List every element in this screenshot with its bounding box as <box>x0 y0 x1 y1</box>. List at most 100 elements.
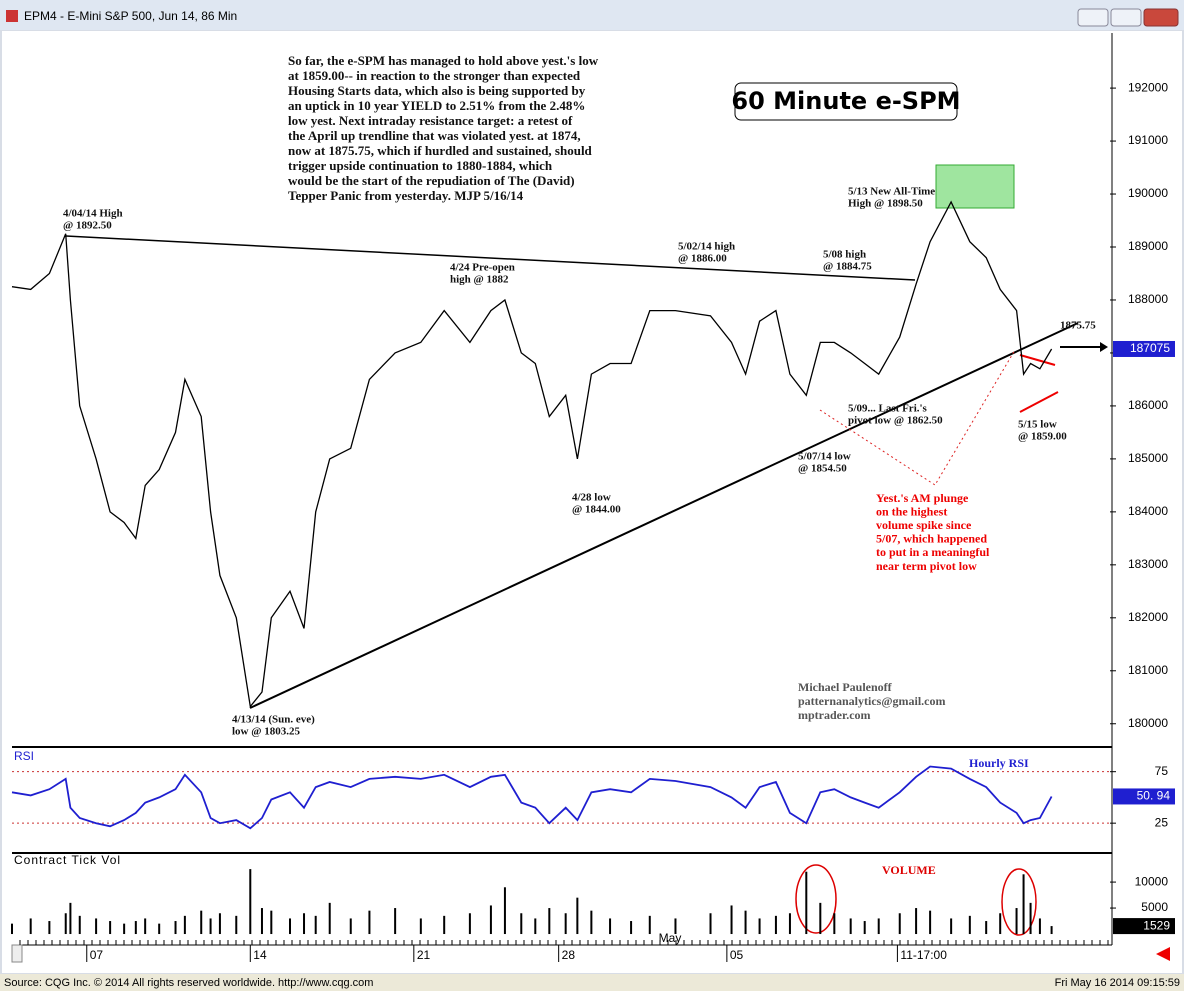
volume-circle <box>795 864 837 934</box>
y-tick-label: 191000 <box>1128 133 1168 147</box>
minimize-button[interactable] <box>1077 8 1109 27</box>
y-tick-label: 181000 <box>1128 663 1168 677</box>
annotation: to put in a meaningful <box>876 545 990 559</box>
x-tick-label: 07 <box>90 948 104 962</box>
volume-bar <box>174 921 177 935</box>
volume-bar <box>200 910 203 935</box>
volume-bar <box>564 913 567 935</box>
volume-bar <box>774 915 777 935</box>
volume-bar <box>349 918 352 935</box>
annotation: @ 1892.50 <box>63 220 112 232</box>
title-box <box>734 82 958 121</box>
wedge-line <box>1019 391 1059 413</box>
y-tick-label: 189000 <box>1128 239 1168 253</box>
volume-bar <box>630 921 633 935</box>
annotation: 5/15 low <box>1018 419 1057 431</box>
annotation: near term pivot low <box>876 559 977 573</box>
volume-bar <box>314 915 317 935</box>
volume-bar <box>674 918 677 935</box>
volume-bar <box>648 915 651 935</box>
status-time: Fri May 16 2014 09:15:59 <box>1055 977 1180 989</box>
volume-bar <box>48 921 51 935</box>
close-button[interactable] <box>1143 8 1179 27</box>
annotation: low yest. Next intraday resistance targe… <box>288 113 573 128</box>
scroll-thumb[interactable] <box>11 944 23 963</box>
volume-bar <box>758 918 761 935</box>
volume-bar <box>849 918 852 935</box>
trendline <box>65 235 916 281</box>
maximize-button[interactable] <box>1110 8 1142 27</box>
volume-bar <box>744 910 747 935</box>
volume-bar <box>394 908 397 935</box>
annotation: 4/28 low <box>572 492 611 504</box>
annotation: patternanalytics@gmail.com <box>798 694 945 708</box>
volume-bar <box>968 915 971 935</box>
volume-bar <box>576 897 579 935</box>
x-tick-label: 05 <box>730 948 744 962</box>
volume-bar <box>218 913 221 935</box>
last-value-box <box>1113 788 1175 805</box>
last-value-label: 1529 <box>1143 918 1170 932</box>
y-tick-label: 186000 <box>1128 398 1168 412</box>
y-tick-label: 25 <box>1155 815 1169 829</box>
annotation: trigger upside continuation to 1880-1884… <box>288 158 553 173</box>
volume-bar <box>609 918 612 935</box>
wedge-line <box>1019 354 1056 366</box>
annotation: pivot low @ 1862.50 <box>848 415 943 427</box>
volume-bar <box>1038 918 1041 935</box>
annotation: high @ 1882 <box>450 274 509 286</box>
volume-bar <box>863 921 866 935</box>
volume-bar <box>709 913 712 935</box>
window-title: EPM4 - E-Mini S&P 500, Jun 14, 86 Min <box>24 9 237 23</box>
volume-bar <box>249 869 252 935</box>
last-value-box <box>1113 340 1175 357</box>
volume-bar <box>1050 926 1053 935</box>
volume-bar <box>1015 908 1018 935</box>
panel-title: RSI <box>14 749 34 763</box>
annotation: 4/04/14 High <box>63 208 123 220</box>
annotation: So far, the e-SPM has managed to hold ab… <box>288 53 599 68</box>
annotation: 5/09... Last Fri.'s <box>848 403 928 415</box>
x-tick-label: 21 <box>417 948 431 962</box>
annotation: 5/02/14 high <box>678 241 735 253</box>
volume-bar <box>443 915 446 935</box>
volume-bar <box>590 910 593 935</box>
volume-bar <box>109 921 112 935</box>
volume-bar <box>730 905 733 935</box>
last-value-label: 50. 94 <box>1137 789 1171 803</box>
volume-bar <box>123 923 126 935</box>
annotation: Yest.'s AM plunge <box>876 491 969 505</box>
volume-bar <box>289 918 292 935</box>
annotation: 4/13/14 (Sun. eve) <box>232 714 315 726</box>
volume-bar <box>468 913 471 935</box>
volume-bar <box>999 913 1002 935</box>
volume-bar <box>1029 902 1032 935</box>
volume-circle <box>1001 868 1037 936</box>
annotation: would be the start of the repudiation of… <box>288 173 575 188</box>
volume-bar <box>929 910 932 935</box>
annotation: 4/24 Pre-open <box>450 262 515 274</box>
annotation: 5/08 high <box>823 249 866 261</box>
volume-bar <box>260 908 263 935</box>
pivot-path <box>819 349 1016 486</box>
y-tick-label: 183000 <box>1128 557 1168 571</box>
annotation: 60 Minute e-SPM <box>731 87 960 115</box>
volume-bar <box>548 908 551 935</box>
annotation: now at 1875.75, which if hurdled and sus… <box>288 143 593 158</box>
month-label: May <box>659 931 682 945</box>
volume-bar <box>915 908 918 935</box>
y-tick-label: 184000 <box>1128 504 1168 518</box>
last-value-label: 187075 <box>1130 341 1170 355</box>
trendline <box>249 322 1079 709</box>
scroll-arrow[interactable] <box>1156 947 1170 961</box>
volume-bar <box>503 887 506 935</box>
volume-bar <box>158 923 161 935</box>
y-tick-label: 192000 <box>1128 80 1168 94</box>
rsi-line <box>11 765 1053 830</box>
volume-bar <box>877 918 880 935</box>
price-line <box>11 200 1053 709</box>
x-tick-label: 14 <box>253 948 267 962</box>
volume-bar <box>144 918 147 935</box>
volume-bar <box>209 918 212 935</box>
annotation: Tepper Panic from yesterday. MJP 5/16/14 <box>288 188 524 203</box>
